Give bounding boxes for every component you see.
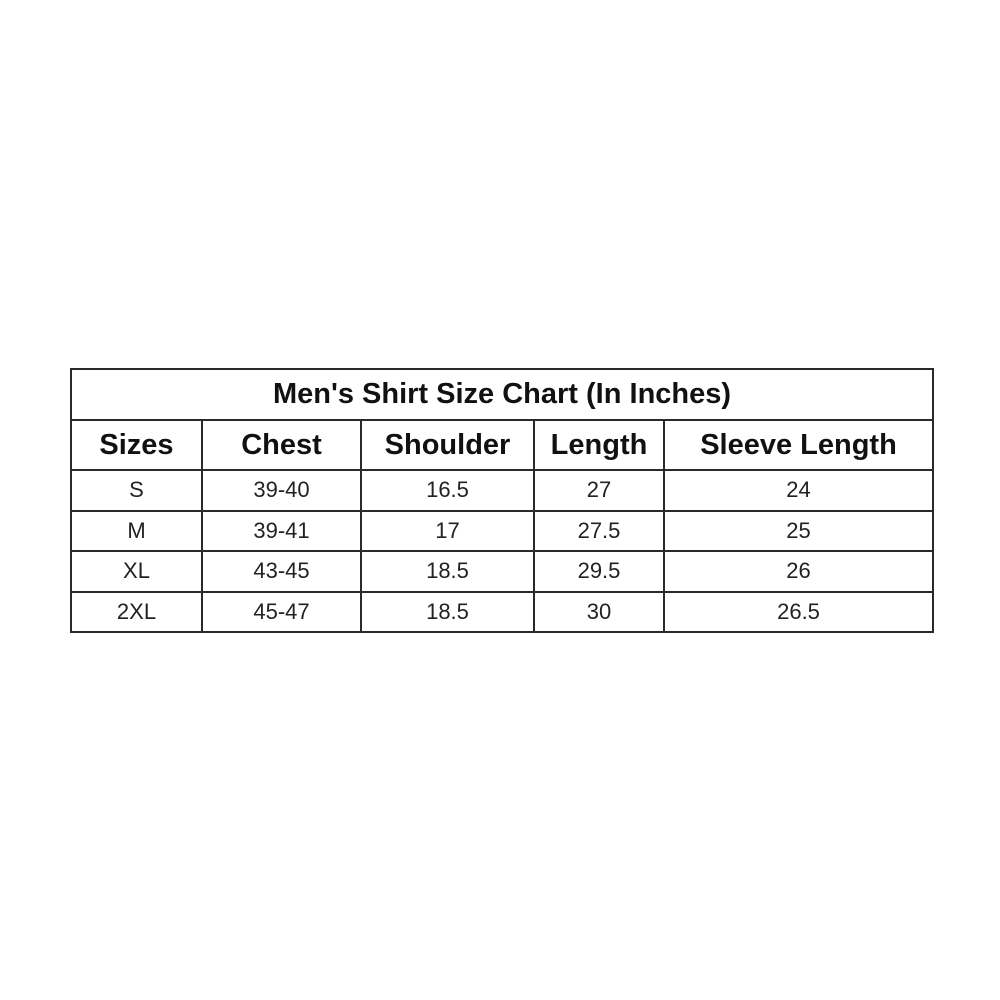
table-cell: 45-47	[201, 590, 362, 633]
table-cell: 16.5	[360, 469, 535, 512]
table-row: 2XL 45-47 18.5 30 26.5	[70, 590, 935, 633]
column-header: Sizes	[70, 419, 203, 471]
table-cell: 2XL	[70, 590, 203, 633]
column-header: Length	[533, 419, 665, 471]
table-cell: 29.5	[533, 550, 665, 593]
table-cell: 26	[662, 550, 935, 593]
table-cell: 27.5	[533, 509, 665, 552]
table-row: XL 43-45 18.5 29.5 26	[70, 550, 935, 593]
table-row: M 39-41 17 27.5 25	[70, 509, 935, 552]
table-cell: 30	[533, 590, 665, 633]
table-cell: 27	[533, 469, 665, 512]
column-header: Sleeve Length	[662, 419, 935, 471]
table-cell: 18.5	[360, 550, 535, 593]
column-header: Chest	[201, 419, 362, 471]
table-cell: 25	[662, 509, 935, 552]
table-cell: S	[70, 469, 203, 512]
size-chart-table: Men's Shirt Size Chart (In Inches) Sizes…	[69, 368, 935, 633]
header-row: Sizes Chest Shoulder Length Sleeve Lengt…	[70, 419, 935, 471]
table-cell: 26.5	[662, 590, 935, 633]
table-cell: 39-40	[201, 469, 362, 512]
table-cell: M	[70, 509, 203, 552]
table-cell: 17	[360, 509, 535, 552]
table-cell: 43-45	[201, 550, 362, 593]
table-title: Men's Shirt Size Chart (In Inches)	[69, 368, 935, 421]
table-row: S 39-40 16.5 27 24	[70, 469, 935, 512]
column-header: Shoulder	[360, 419, 535, 471]
table-cell: XL	[70, 550, 203, 593]
table-cell: 24	[662, 469, 935, 512]
table-cell: 39-41	[201, 509, 362, 552]
table-cell: 18.5	[360, 590, 535, 633]
